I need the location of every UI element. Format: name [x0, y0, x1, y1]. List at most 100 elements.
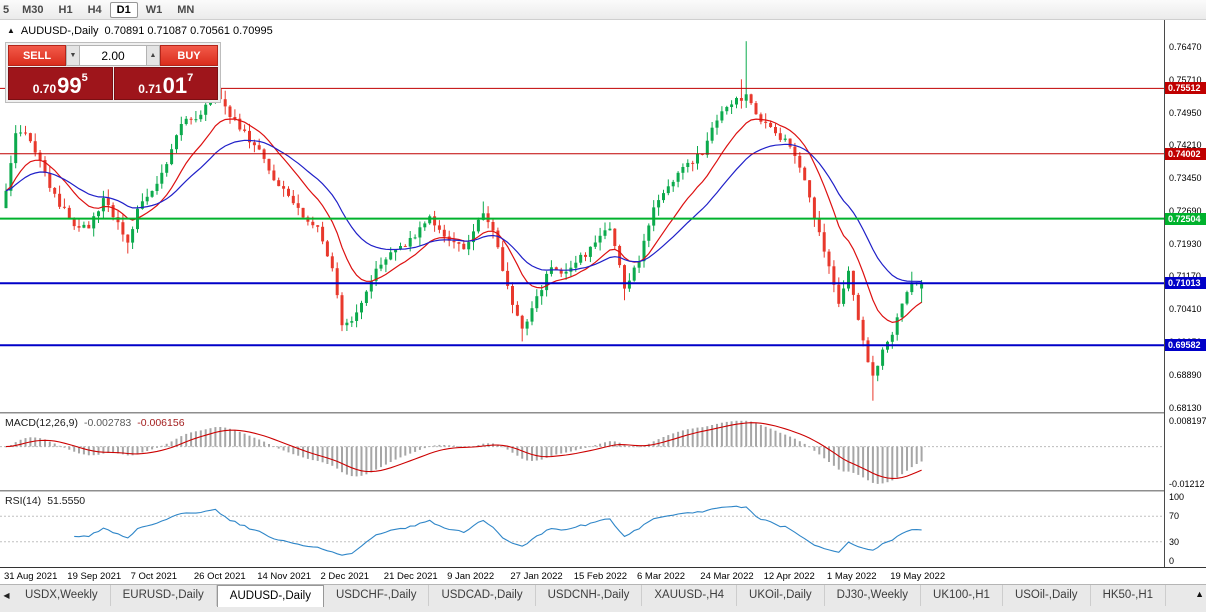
date-label: 9 Jan 2022: [447, 571, 495, 582]
rsi-axis-tick: 30: [1169, 536, 1180, 547]
price-level-tag-0.75512: 0.75512: [1165, 82, 1206, 95]
price-axis-tick: 0.68890: [1169, 370, 1202, 381]
rsi-indicator-label: RSI(14) 51.5550: [5, 495, 85, 507]
macd-signal-value: -0.006156: [137, 417, 185, 429]
macd-main-value: -0.002783: [83, 417, 132, 429]
tabs-container: USDX,Weekly EURUSD-,Daily AUDUSD-,Daily USD…: [13, 585, 1206, 607]
one-click-panel-icon[interactable]: ▲: [7, 26, 15, 35]
sell-price-prefix: 0.70: [32, 82, 57, 96]
timeframe-button-mn[interactable]: MN: [177, 3, 195, 16]
date-label: 19 May 2022: [890, 571, 946, 582]
volume-decrease-button[interactable]: ▼: [66, 45, 80, 66]
macd-axis-tick: -0.01212: [1169, 479, 1205, 490]
chart-area[interactable]: 0.76470 0.75710 0.74950 0.74210 0.73450 0.726…: [0, 20, 1206, 584]
ohlc-values: 0.70891 0.71087 0.70561 0.70995: [104, 25, 273, 37]
buy-price-pip: 7: [187, 72, 194, 84]
date-label: 6 Mar 2022: [637, 571, 686, 582]
timeframe-button-m30[interactable]: M30: [22, 3, 44, 16]
date-label: 12 Apr 2022: [763, 571, 815, 582]
buy-button[interactable]: BUY: [160, 45, 218, 66]
chart-tab-dj30-weekly[interactable]: DJ30-,Weekly: [825, 585, 922, 606]
chart-tab-usdcnh-daily[interactable]: USDCNH-,Daily: [536, 585, 643, 606]
tab-scroll-left-icon[interactable]: ◀: [3, 591, 10, 600]
price-axis-tick: 0.73450: [1169, 172, 1202, 183]
chart-tab-usdx-weekly[interactable]: USDX,Weekly: [13, 585, 111, 606]
date-label: 2 Dec 2021: [320, 571, 370, 582]
volume-input[interactable]: [80, 45, 146, 66]
date-label: 7 Oct 2021: [130, 571, 178, 582]
tab-list-menu-icon[interactable]: ▲: [1195, 589, 1204, 599]
macd-chart-canvas[interactable]: [0, 414, 1164, 490]
rsi-axis-tick: 100: [1169, 492, 1185, 502]
price-level-tag-0.74002: 0.74002: [1165, 147, 1206, 160]
rsi-axis-tick: 70: [1169, 511, 1180, 522]
rsi-axis-tick: 0: [1169, 556, 1175, 566]
volume-increase-button[interactable]: ▲: [146, 45, 160, 66]
sell-button[interactable]: SELL: [8, 45, 66, 66]
chart-tab-hk50-h1[interactable]: HK50-,H1: [1091, 585, 1167, 606]
date-label: 1 May 2022: [826, 571, 877, 582]
pane-separator-macd[interactable]: [0, 412, 1206, 414]
price-axis: 0.76470 0.75710 0.74950 0.74210 0.73450 0.726…: [1164, 20, 1206, 567]
sell-price-big: 99: [57, 73, 82, 98]
price-level-tag-0.72504: 0.72504: [1165, 212, 1206, 225]
timeframe-button-w1[interactable]: W1: [145, 3, 163, 16]
timeframe-toolbar: 5 M30 H1 H4 D1 W1 MN: [0, 0, 1206, 20]
symbol-label: AUDUSD-,Daily: [20, 25, 99, 37]
date-label: 21 Dec 2021: [383, 571, 438, 582]
chart-tab-xauusd-h4[interactable]: XAUUSD-,H4: [642, 585, 738, 606]
date-label: 14 Nov 2021: [257, 571, 312, 582]
timeframe-button-h1[interactable]: H1: [58, 3, 73, 16]
chart-tab-uk100-h1[interactable]: UK100-,H1: [921, 585, 1003, 606]
buy-price-big: 01: [162, 73, 188, 98]
macd-signal-line: [5, 422, 922, 479]
macd-indicator-label: MACD(12,26,9) -0.002783 -0.006156: [5, 417, 185, 429]
buy-price-display[interactable]: 0.71 01 7: [113, 67, 218, 100]
timeframe-button-5[interactable]: 5: [3, 3, 10, 16]
price-level-tag-0.69582: 0.69582: [1165, 339, 1206, 352]
price-axis-tick: 0.72690: [1169, 205, 1202, 216]
price-axis-tick: 0.74950: [1169, 107, 1202, 118]
price-axis-tick: 0.68130: [1169, 403, 1202, 414]
buy-price-prefix: 0.71: [138, 82, 162, 96]
chart-tab-ukoil-daily[interactable]: UKOil-,Daily: [737, 585, 825, 606]
chart-tab-usoil-daily[interactable]: USOil-,Daily: [1003, 585, 1091, 606]
timeframe-button-d1[interactable]: D1: [109, 1, 138, 18]
trade-controls-row: SELL ▼ ▲ BUY: [8, 45, 218, 66]
rsi-value: 51.5550: [47, 495, 86, 507]
date-label: 26 Oct 2021: [193, 571, 246, 582]
ma-fast-line: [5, 118, 922, 324]
pane-separator-rsi[interactable]: [0, 490, 1206, 492]
sell-price-display[interactable]: 0.70 99 5: [8, 67, 113, 100]
chart-tab-usdchf-daily[interactable]: USDCHF-,Daily: [324, 585, 430, 606]
date-label: 24 Mar 2022: [700, 571, 754, 582]
price-axis-tick: 0.70410: [1169, 304, 1202, 315]
chart-tab-audusd-daily[interactable]: AUDUSD-,Daily: [216, 585, 324, 607]
date-label: 31 Aug 2021: [4, 571, 58, 582]
trade-prices-row: 0.70 99 5 0.71 01 7: [8, 67, 218, 100]
time-axis: 31 Aug 2021 19 Sep 2021 7 Oct 2021 26 Oct 2…: [0, 567, 1206, 584]
chart-tabs-bar: ◀ USDX,Weekly EURUSD-,Daily AUDUSD-,Daily U…: [0, 584, 1206, 612]
macd-histogram: [5, 420, 923, 484]
price-axis-tick: 0.74210: [1169, 139, 1202, 150]
rsi-chart-canvas[interactable]: [0, 492, 1164, 566]
sell-price-pip: 5: [81, 72, 88, 84]
chart-tab-eurusd-daily[interactable]: EURUSD-,Daily: [111, 585, 217, 606]
one-click-trade-panel: SELL ▼ ▲ BUY 0.70 99 5 0.71 01 7: [5, 42, 221, 103]
macd-name: MACD(12,26,9): [5, 417, 78, 429]
price-level-tag-0.71013: 0.71013: [1165, 277, 1206, 290]
chart-title: ▲ AUDUSD-,Daily 0.70891 0.71087 0.70561 …: [7, 25, 273, 37]
timeframe-button-h4[interactable]: H4: [87, 3, 102, 16]
price-axis-tick: 0.71170: [1169, 271, 1201, 281]
price-axis-tick: 0.76470: [1169, 41, 1202, 52]
price-axis-tick: 0.71930: [1169, 238, 1202, 249]
date-label: 15 Feb 2022: [573, 571, 628, 582]
chart-tab-usdcad-daily[interactable]: USDCAD-,Daily: [429, 585, 536, 606]
ma-slow-line: [5, 139, 922, 283]
price-axis-tick: 0.75710: [1169, 74, 1202, 85]
candlesticks: [4, 41, 924, 401]
rsi-name: RSI(14): [5, 495, 42, 507]
macd-axis-tick: 0.008197: [1169, 416, 1206, 427]
date-label: 19 Sep 2021: [67, 571, 122, 582]
